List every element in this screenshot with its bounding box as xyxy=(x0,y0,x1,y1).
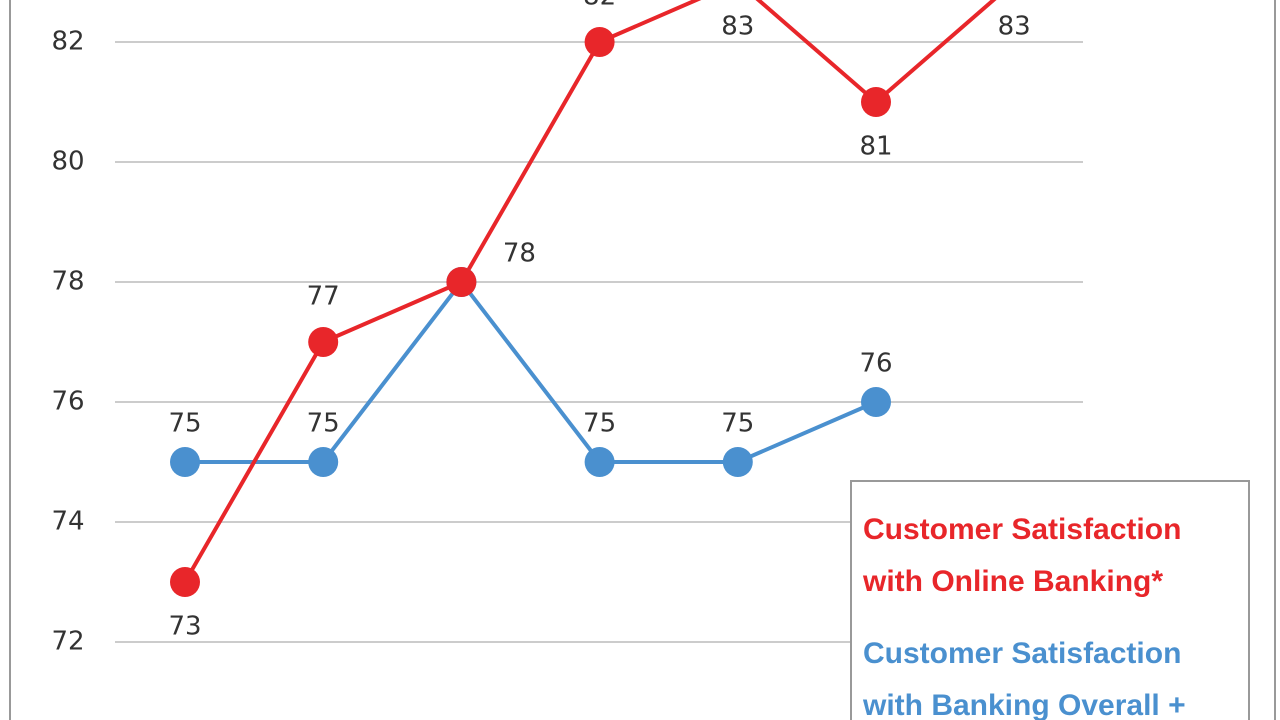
data-point xyxy=(722,447,753,477)
data-point xyxy=(584,27,615,57)
legend: Customer Satisfaction with Online Bankin… xyxy=(850,480,1250,720)
legend-entry: Customer Satisfaction with Online Bankin… xyxy=(863,513,1182,598)
data-label: 76 xyxy=(859,349,892,379)
data-label: 78 xyxy=(503,239,536,269)
data-point xyxy=(861,387,891,417)
y-tick-label: 74 xyxy=(51,507,84,537)
y-tick-label: 76 xyxy=(51,387,84,417)
y-tick-label: 78 xyxy=(51,267,84,297)
data-point xyxy=(170,567,200,597)
y-tick-label: 72 xyxy=(51,627,84,657)
data-point xyxy=(170,447,200,477)
data-label: 75 xyxy=(721,409,754,439)
data-label: 75 xyxy=(168,409,201,439)
y-tick-label: 80 xyxy=(51,147,84,177)
series-line xyxy=(185,278,877,464)
data-point xyxy=(308,447,339,477)
data-point xyxy=(861,87,891,117)
data-label: 75 xyxy=(307,409,340,439)
data-point xyxy=(584,447,615,477)
data-label: 82 xyxy=(583,0,616,12)
data-label: 73 xyxy=(168,612,201,642)
data-label: 83 xyxy=(721,12,754,42)
data-label: 77 xyxy=(307,282,340,312)
legend-entry: Customer Satisfaction with Banking Overa… xyxy=(863,637,1186,720)
data-label: 83 xyxy=(998,12,1031,42)
data-label: 81 xyxy=(859,132,892,162)
y-tick-label: 82 xyxy=(51,27,84,57)
data-point xyxy=(308,327,339,357)
data-point xyxy=(446,267,477,297)
data-label: 75 xyxy=(583,409,616,439)
